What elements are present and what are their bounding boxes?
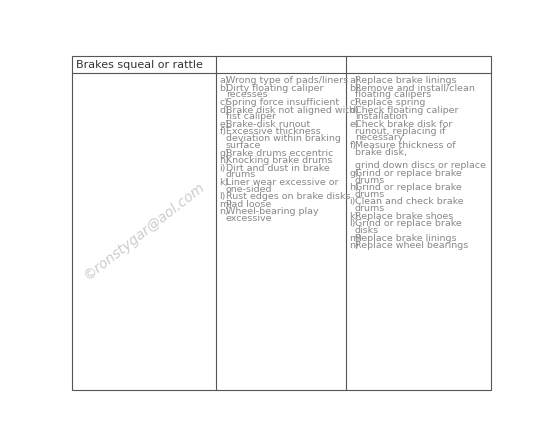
Text: Measure thickness of: Measure thickness of — [355, 141, 456, 150]
Text: Pad loose: Pad loose — [226, 200, 271, 209]
Text: brake disk,: brake disk, — [355, 148, 407, 157]
Text: Replace brake linings: Replace brake linings — [355, 76, 456, 85]
Text: Remove and install/clean: Remove and install/clean — [355, 84, 475, 93]
Text: Check brake disk for: Check brake disk for — [355, 120, 452, 129]
Text: Wheel-bearing play: Wheel-bearing play — [226, 207, 318, 216]
Text: c): c) — [220, 98, 228, 107]
Text: ©ronstygar@aol.com: ©ronstygar@aol.com — [81, 180, 208, 283]
Text: f): f) — [220, 127, 227, 137]
Text: d): d) — [350, 106, 359, 114]
Text: m): m) — [350, 234, 362, 243]
Text: i): i) — [220, 164, 226, 173]
Text: drums: drums — [355, 204, 385, 213]
Text: floating calipers: floating calipers — [355, 91, 431, 99]
Text: f): f) — [350, 141, 356, 150]
Text: disks: disks — [355, 226, 379, 235]
Text: Grind or replace brake: Grind or replace brake — [355, 219, 462, 229]
Text: b): b) — [350, 84, 359, 93]
Text: k): k) — [220, 178, 229, 187]
Text: Brakes squeal or rattle: Brakes squeal or rattle — [76, 60, 203, 69]
Text: k): k) — [350, 212, 358, 221]
Text: n): n) — [350, 241, 359, 250]
Text: grind down discs or replace: grind down discs or replace — [355, 161, 486, 170]
Text: l): l) — [350, 219, 356, 229]
Text: Brake drums eccentric: Brake drums eccentric — [226, 149, 333, 157]
Text: installation: installation — [355, 112, 407, 122]
Text: g): g) — [220, 149, 229, 157]
Text: h): h) — [350, 183, 359, 192]
Text: Spring force insufficient: Spring force insufficient — [226, 98, 339, 107]
Text: Wrong type of pads/liners: Wrong type of pads/liners — [226, 76, 348, 85]
Text: runout, replacing if: runout, replacing if — [355, 127, 445, 136]
Text: a): a) — [350, 76, 359, 85]
Text: a): a) — [220, 76, 229, 85]
Text: Excessive thickness: Excessive thickness — [226, 127, 320, 137]
Text: Clean and check brake: Clean and check brake — [355, 198, 463, 206]
Text: deviation within braking: deviation within braking — [226, 134, 340, 143]
Text: e): e) — [220, 120, 229, 129]
Text: Rust edges on brake disks: Rust edges on brake disks — [226, 192, 350, 201]
Text: Replace brake linings: Replace brake linings — [355, 234, 456, 243]
Text: drums: drums — [355, 175, 385, 185]
Text: Brake disk not aligned with: Brake disk not aligned with — [226, 106, 355, 114]
Text: b): b) — [220, 84, 229, 93]
Text: Brake-disk runout: Brake-disk runout — [226, 120, 310, 129]
Text: Dirty floating caliper: Dirty floating caliper — [226, 84, 323, 93]
Text: Replace spring: Replace spring — [355, 98, 425, 107]
Text: Check floating caliper: Check floating caliper — [355, 106, 458, 114]
Text: m): m) — [220, 200, 232, 209]
Text: Replace wheel bearings: Replace wheel bearings — [355, 241, 468, 250]
Text: i): i) — [350, 198, 356, 206]
Text: l): l) — [220, 192, 226, 201]
Text: fist caliper: fist caliper — [226, 112, 276, 122]
Text: g): g) — [350, 169, 359, 178]
Text: surface: surface — [226, 141, 261, 150]
Text: e): e) — [350, 120, 359, 129]
Text: Replace brake shoes: Replace brake shoes — [355, 212, 453, 221]
Text: recesses: recesses — [226, 91, 267, 99]
Text: Knocking brake drums: Knocking brake drums — [226, 156, 332, 165]
Text: n): n) — [220, 207, 229, 216]
Text: drums: drums — [355, 190, 385, 199]
Text: excessive: excessive — [226, 214, 272, 223]
Text: one-sided: one-sided — [226, 185, 272, 194]
Text: necessary: necessary — [355, 133, 404, 142]
Text: Grind or replace brake: Grind or replace brake — [355, 183, 462, 192]
Text: c): c) — [350, 98, 358, 107]
Text: Grind or replace brake: Grind or replace brake — [355, 169, 462, 178]
Text: Dirt and dust in brake: Dirt and dust in brake — [226, 164, 329, 173]
Text: drums: drums — [226, 170, 256, 179]
Text: Liner wear excessive or: Liner wear excessive or — [226, 178, 338, 187]
Text: h): h) — [220, 156, 229, 165]
Text: d): d) — [220, 106, 229, 114]
